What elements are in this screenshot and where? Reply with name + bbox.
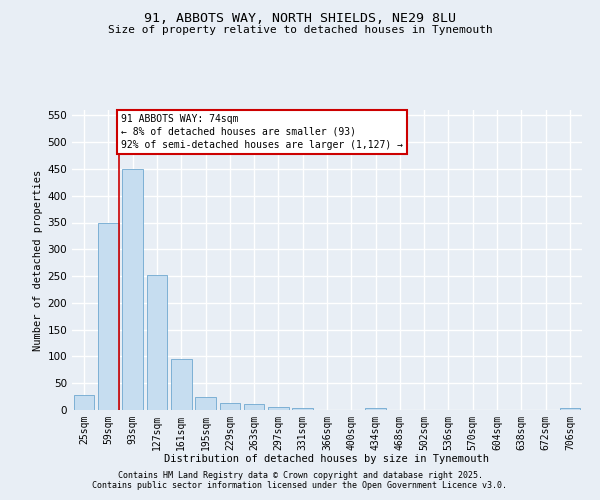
Bar xyxy=(268,407,289,410)
X-axis label: Distribution of detached houses by size in Tynemouth: Distribution of detached houses by size … xyxy=(164,454,490,464)
Text: Size of property relative to detached houses in Tynemouth: Size of property relative to detached ho… xyxy=(107,25,493,35)
Bar xyxy=(98,222,119,410)
Bar xyxy=(365,408,386,410)
Text: 91, ABBOTS WAY, NORTH SHIELDS, NE29 8LU: 91, ABBOTS WAY, NORTH SHIELDS, NE29 8LU xyxy=(144,12,456,26)
Bar xyxy=(292,408,313,410)
Y-axis label: Number of detached properties: Number of detached properties xyxy=(33,170,43,350)
Bar xyxy=(244,404,265,410)
Text: 91 ABBOTS WAY: 74sqm
← 8% of detached houses are smaller (93)
92% of semi-detach: 91 ABBOTS WAY: 74sqm ← 8% of detached ho… xyxy=(121,114,403,150)
Text: Contains public sector information licensed under the Open Government Licence v3: Contains public sector information licen… xyxy=(92,481,508,490)
Bar xyxy=(171,359,191,410)
Bar xyxy=(560,408,580,410)
Bar xyxy=(74,395,94,410)
Bar xyxy=(146,275,167,410)
Bar xyxy=(220,403,240,410)
Bar xyxy=(195,396,216,410)
Text: Contains HM Land Registry data © Crown copyright and database right 2025.: Contains HM Land Registry data © Crown c… xyxy=(118,471,482,480)
Bar xyxy=(122,169,143,410)
